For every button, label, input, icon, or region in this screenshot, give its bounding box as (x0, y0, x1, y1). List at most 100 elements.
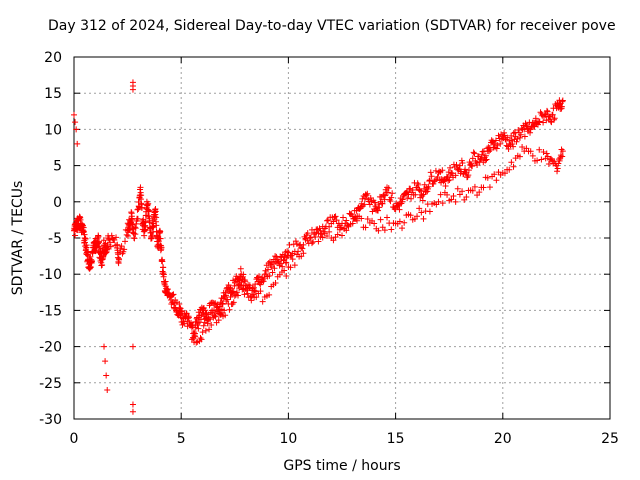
data-point (381, 227, 388, 234)
points-layer (71, 79, 566, 415)
data-point (330, 218, 337, 225)
data-point (289, 256, 296, 263)
data-point (77, 214, 84, 221)
data-point (194, 320, 201, 327)
data-point (486, 148, 493, 155)
y-tick-label: 15 (44, 86, 62, 102)
data-point (396, 218, 403, 225)
data-point (257, 288, 264, 295)
y-tick-label: 5 (53, 159, 62, 175)
data-point (250, 291, 257, 298)
data-point (272, 280, 279, 287)
data-point (313, 229, 320, 236)
data-point (102, 358, 109, 365)
data-point (439, 167, 446, 174)
data-point (150, 223, 157, 230)
data-point (153, 222, 160, 229)
data-point (246, 282, 253, 289)
data-point (513, 138, 520, 145)
x-tick-label: 25 (601, 431, 619, 447)
data-point (545, 161, 552, 168)
data-point (287, 264, 294, 271)
data-point (129, 401, 136, 408)
data-point (99, 262, 106, 269)
data-point (326, 228, 333, 235)
data-point (468, 162, 475, 169)
data-point (89, 257, 96, 264)
data-point (224, 288, 231, 295)
data-point (230, 299, 237, 306)
y-tick-label: -20 (39, 340, 62, 356)
data-point (469, 187, 476, 194)
data-point (453, 161, 460, 168)
data-point (293, 241, 300, 248)
x-tick-label: 5 (177, 431, 186, 447)
data-point (270, 261, 277, 268)
data-point (326, 223, 333, 230)
data-point (339, 232, 345, 239)
data-point (95, 233, 102, 240)
data-point (471, 150, 478, 157)
data-point (424, 188, 431, 195)
data-point (96, 243, 103, 250)
data-point (418, 191, 425, 198)
data-point (508, 132, 515, 139)
data-point (137, 186, 144, 193)
data-point (207, 316, 214, 323)
data-point (260, 278, 267, 285)
data-point (506, 166, 513, 173)
data-point (300, 241, 307, 248)
data-point (238, 282, 245, 289)
data-point (223, 292, 230, 299)
data-point (252, 281, 259, 288)
data-point (529, 152, 536, 159)
data-point (138, 192, 145, 199)
data-point (484, 174, 491, 181)
data-point (540, 149, 547, 156)
data-point (544, 108, 551, 115)
data-point (278, 254, 285, 261)
data-point (459, 159, 466, 166)
data-point (106, 236, 113, 243)
data-point (253, 294, 260, 301)
data-point (266, 291, 273, 298)
data-point (101, 343, 108, 350)
data-point (366, 201, 373, 208)
data-point (401, 219, 408, 226)
data-point (130, 230, 137, 237)
data-point (218, 309, 225, 316)
data-point (222, 289, 229, 296)
data-point (439, 200, 446, 207)
y-tick-label: -10 (39, 267, 62, 283)
data-point (385, 185, 392, 192)
data-point (384, 214, 391, 221)
data-point (388, 226, 395, 233)
data-point (108, 232, 115, 239)
data-point (549, 111, 556, 118)
data-point (83, 242, 90, 249)
data-point (426, 177, 433, 184)
data-point (536, 118, 543, 125)
data-point (493, 177, 500, 184)
data-point (237, 265, 244, 272)
data-point (556, 157, 563, 164)
data-point (555, 160, 562, 167)
data-point (407, 185, 414, 192)
data-point (179, 307, 186, 314)
data-point (376, 204, 383, 211)
data-point (343, 217, 350, 224)
data-point (202, 327, 209, 334)
data-point (211, 312, 218, 319)
data-point (197, 335, 204, 342)
y-tick-label: 0 (53, 195, 62, 211)
data-point (185, 314, 192, 321)
data-point (437, 191, 444, 198)
data-point (534, 121, 541, 128)
data-point (286, 241, 293, 248)
data-point (263, 270, 270, 277)
data-point (115, 255, 122, 262)
data-point (259, 298, 266, 305)
data-point (558, 146, 565, 153)
data-point (369, 217, 376, 224)
data-point (125, 233, 132, 240)
